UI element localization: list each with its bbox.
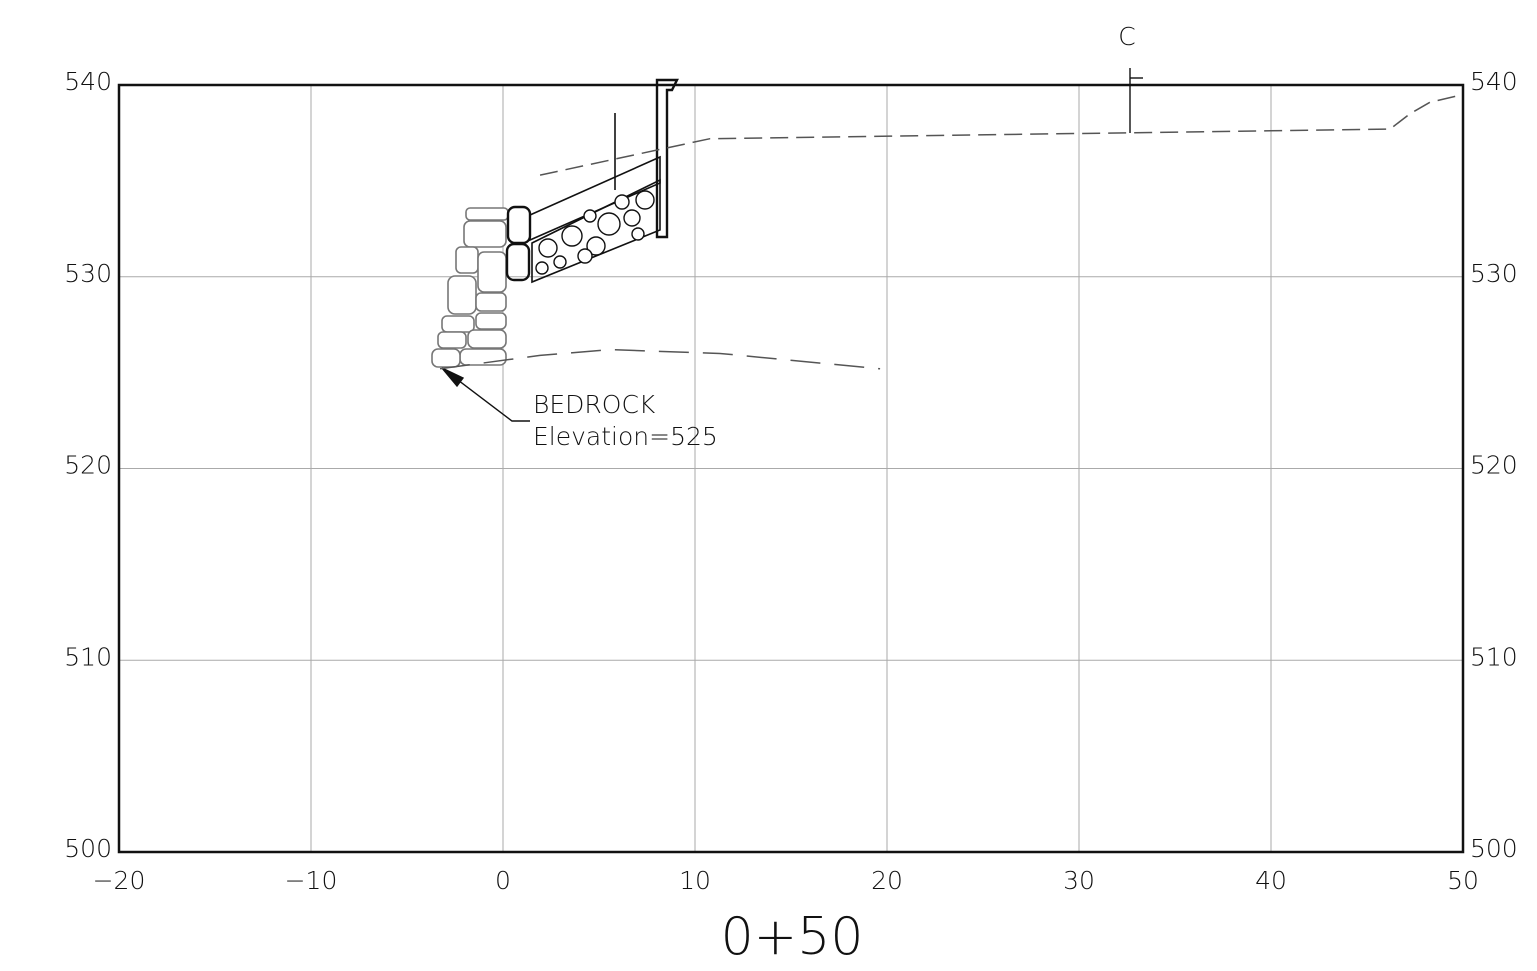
y-tick-label: 500 [64, 834, 112, 863]
x-tick-label: 20 [871, 866, 903, 895]
x-tick-label: 0 [495, 866, 511, 895]
x-tick-label: 40 [1255, 866, 1287, 895]
y-tick-label-right: 510 [1470, 642, 1518, 671]
y-tick-label-right: 540 [1470, 67, 1518, 96]
annotation: BEDROCK [533, 390, 656, 419]
y-tick-label-right: 500 [1470, 834, 1518, 863]
gabion [505, 78, 679, 284]
y-tick-label: 520 [64, 451, 112, 480]
y-tick-label: 530 [64, 259, 112, 288]
centerline-label: C [1118, 22, 1135, 51]
x-tick-label: 10 [679, 866, 711, 895]
x-tick-label: 50 [1447, 866, 1479, 895]
y-tick-label: 540 [64, 67, 112, 96]
x-tick-label: 30 [1063, 866, 1095, 895]
plot-frame [117, 83, 1465, 854]
y-tick-label-right: 530 [1470, 259, 1518, 288]
ground-line [539, 93, 1464, 176]
ground-line [439, 348, 881, 370]
chart-title: 0+50 [721, 907, 864, 967]
stone-wall [431, 207, 509, 368]
centerline [1129, 68, 1143, 133]
annotation: Elevation=525 [533, 422, 718, 451]
y-tick-label: 510 [64, 642, 112, 671]
x-tick-label: −20 [93, 866, 146, 895]
x-tick-label: −10 [285, 866, 338, 895]
leader [441, 367, 530, 422]
y-tick-label-right: 520 [1470, 451, 1518, 480]
